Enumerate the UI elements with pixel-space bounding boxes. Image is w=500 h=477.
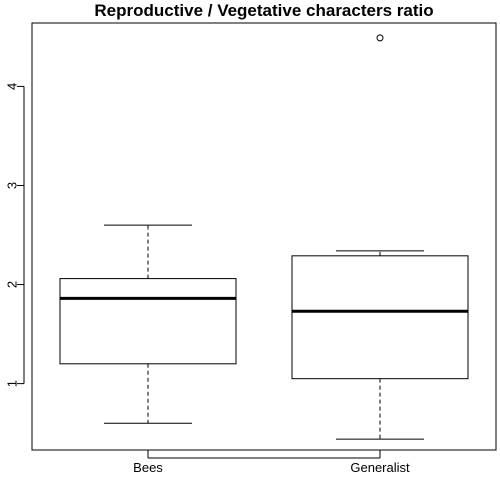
box-generalist bbox=[291, 34, 469, 440]
iqr-box bbox=[59, 278, 237, 365]
y-tick-label: 2 bbox=[4, 281, 19, 288]
x-tick-label: Bees bbox=[133, 460, 163, 475]
boxes bbox=[59, 34, 469, 440]
y-tick-label: 1 bbox=[4, 380, 19, 387]
chart-title: Reproductive / Vegetative characters rat… bbox=[94, 1, 433, 20]
plot-frame bbox=[31, 22, 497, 451]
x-axis: Bees Generalist bbox=[133, 450, 410, 475]
x-tick-label: Generalist bbox=[350, 460, 410, 475]
y-tick-label: 3 bbox=[4, 182, 19, 189]
box-bees bbox=[59, 224, 237, 424]
outlier-point bbox=[376, 34, 384, 42]
y-axis: 1 2 3 4 bbox=[4, 83, 25, 387]
y-tick-label: 4 bbox=[4, 83, 19, 90]
iqr-box bbox=[291, 255, 469, 380]
